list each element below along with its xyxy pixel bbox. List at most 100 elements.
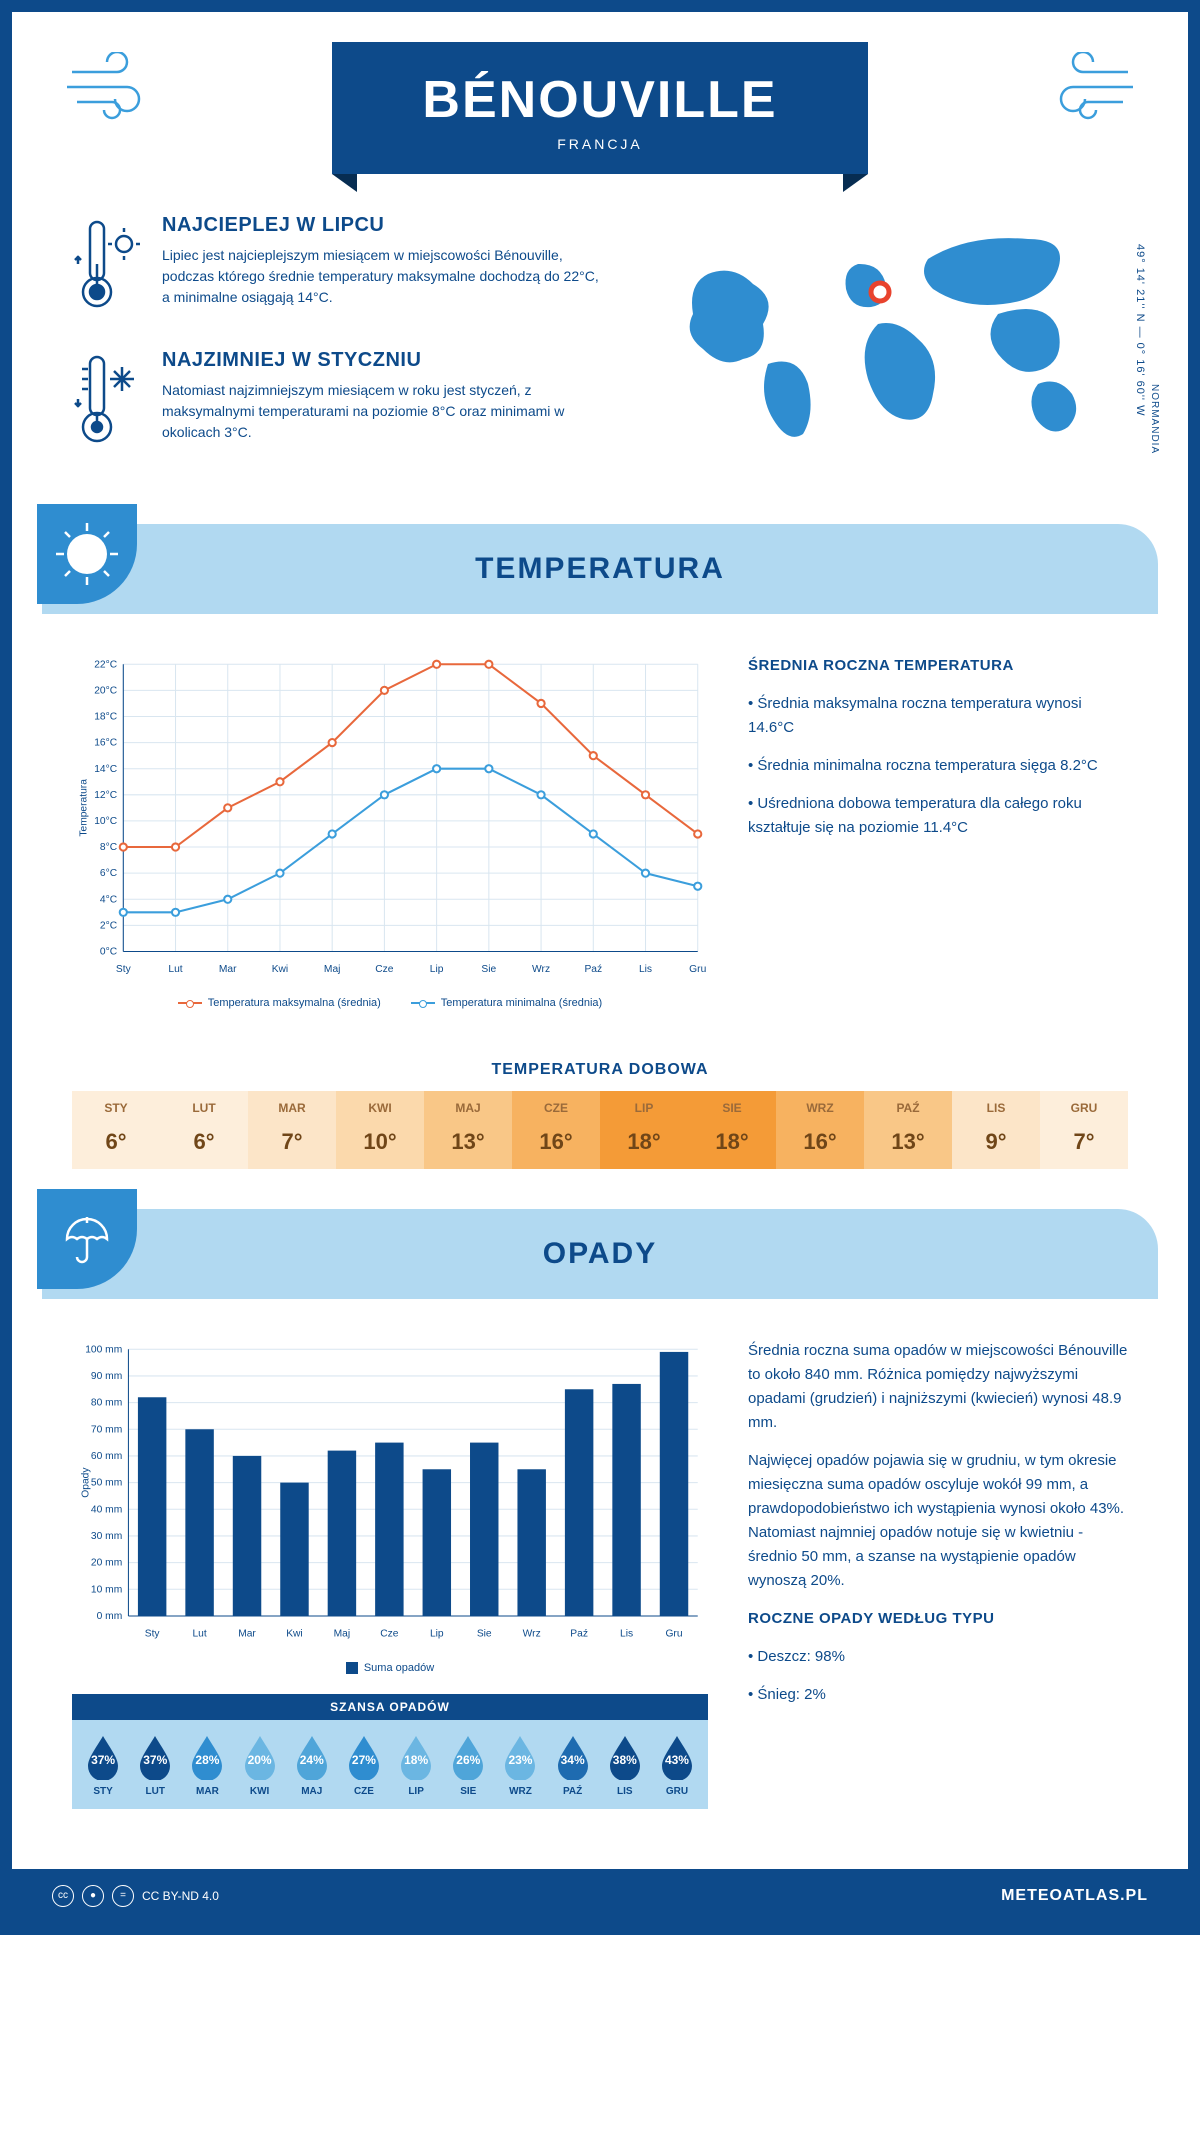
svg-text:10°C: 10°C <box>94 816 118 827</box>
svg-text:Paź: Paź <box>584 964 602 975</box>
rain-drop-cell: 23% WRZ <box>495 1732 545 1797</box>
dob-month: MAR <box>248 1101 336 1115</box>
rain-body: 0 mm10 mm20 mm30 mm40 mm50 mm60 mm70 mm8… <box>12 1299 1188 1869</box>
rain-drop-month: WRZ <box>495 1786 545 1797</box>
rain-drop-value: 37% <box>91 1753 115 1767</box>
rain-drop-cell: 34% PAŹ <box>548 1732 598 1797</box>
wind-icon-left <box>62 52 152 132</box>
rain-drop-value: 23% <box>508 1753 532 1767</box>
raindrop-icon: 43% <box>658 1732 696 1780</box>
dob-month: KWI <box>336 1101 424 1115</box>
svg-text:14°C: 14°C <box>94 764 118 775</box>
svg-text:Cze: Cze <box>375 964 394 975</box>
dob-value: 18° <box>688 1129 776 1155</box>
temp-band: TEMPERATURA <box>42 524 1158 614</box>
svg-text:Kwi: Kwi <box>286 1629 303 1640</box>
dob-cell: LIS9° <box>952 1091 1040 1169</box>
rain-drop-month: KWI <box>235 1786 285 1797</box>
intro-left: NAJCIEPLEJ W LIPCU Lipiec jest najcieple… <box>72 214 608 484</box>
coldest-text: NAJZIMNIEJ W STYCZNIU Natomiast najzimni… <box>162 349 608 454</box>
rain-drop-month: PAŹ <box>548 1786 598 1797</box>
map-area: 49° 14' 21'' N — 0° 16' 60'' W NORMANDIA <box>648 214 1128 484</box>
dobowa-title: TEMPERATURA DOBOWA <box>12 1049 1188 1091</box>
rain-drop-month: LUT <box>130 1786 180 1797</box>
raindrop-icon: 26% <box>449 1732 487 1780</box>
raindrop-icon: 34% <box>554 1732 592 1780</box>
dob-cell: GRU7° <box>1040 1091 1128 1169</box>
svg-text:10 mm: 10 mm <box>91 1585 122 1596</box>
svg-text:80 mm: 80 mm <box>91 1398 122 1409</box>
dob-month: WRZ <box>776 1101 864 1115</box>
dob-month: CZE <box>512 1101 600 1115</box>
rain-drop-cell: 26% SIE <box>443 1732 493 1797</box>
hottest-text: NAJCIEPLEJ W LIPCU Lipiec jest najcieple… <box>162 214 608 319</box>
rain-side-p1: Średnia roczna suma opadów w miejscowośc… <box>748 1339 1128 1435</box>
rain-drop-value: 20% <box>248 1753 272 1767</box>
svg-text:50 mm: 50 mm <box>91 1478 122 1489</box>
rain-drop-value: 26% <box>456 1753 480 1767</box>
legend-max-label: Temperatura maksymalna (średnia) <box>208 997 381 1009</box>
dob-cell: KWI 10° <box>336 1091 424 1169</box>
dob-value: 13° <box>424 1129 512 1155</box>
svg-text:Lip: Lip <box>430 964 444 975</box>
rain-title: OPADY <box>42 1237 1158 1271</box>
site-name: METEOATLAS.PL <box>1001 1887 1148 1905</box>
dob-month: PAŹ <box>864 1101 952 1115</box>
svg-text:Maj: Maj <box>334 1629 351 1640</box>
rain-type-b1: • Deszcz: 98% <box>748 1645 1128 1669</box>
dob-cell: CZE 16° <box>512 1091 600 1169</box>
country-name: FRANCJA <box>422 136 777 152</box>
legend-rain: Suma opadów <box>346 1662 434 1674</box>
temp-side-b1: • Średnia maksymalna roczna temperatura … <box>748 692 1128 740</box>
svg-text:100 mm: 100 mm <box>85 1345 122 1356</box>
temp-side-b2: • Średnia minimalna roczna temperatura s… <box>748 754 1128 778</box>
svg-text:Cze: Cze <box>380 1629 399 1640</box>
legend-min-label: Temperatura minimalna (średnia) <box>441 997 602 1009</box>
rain-drop-month: LIP <box>391 1786 441 1797</box>
svg-text:0 mm: 0 mm <box>97 1611 123 1622</box>
dob-month: LIS <box>952 1101 1040 1115</box>
rain-drop-cell: 24%MAJ <box>287 1732 337 1797</box>
dob-value: 6° <box>160 1129 248 1155</box>
svg-text:2°C: 2°C <box>100 920 118 931</box>
svg-text:22°C: 22°C <box>94 659 118 670</box>
dob-value: 7° <box>248 1129 336 1155</box>
dob-month: LUT <box>160 1101 248 1115</box>
svg-text:Wrz: Wrz <box>523 1629 541 1640</box>
city-name: BÉNOUVILLE <box>422 70 777 130</box>
dob-value: 16° <box>512 1129 600 1155</box>
svg-text:8°C: 8°C <box>100 842 118 853</box>
rain-drop-cell: 18%LIP <box>391 1732 441 1797</box>
svg-text:Lut: Lut <box>192 1629 206 1640</box>
temp-side-b3: • Uśredniona dobowa temperatura dla całe… <box>748 792 1128 840</box>
dob-cell: LUT 6° <box>160 1091 248 1169</box>
header-ribbon: BÉNOUVILLE FRANCJA <box>332 42 867 174</box>
rain-drop-value: 37% <box>143 1753 167 1767</box>
svg-text:Lip: Lip <box>430 1629 444 1640</box>
svg-text:Lis: Lis <box>639 964 652 975</box>
coldest-body: Natomiast najzimniejszym miesiącem w rok… <box>162 380 608 443</box>
rain-drop-cell: 37%STY <box>78 1732 128 1797</box>
intro-section: NAJCIEPLEJ W LIPCU Lipiec jest najcieple… <box>12 214 1188 524</box>
dob-cell: LIP18° <box>600 1091 688 1169</box>
dob-month: LIP <box>600 1101 688 1115</box>
dob-value: 16° <box>776 1129 864 1155</box>
rain-drop-month: SIE <box>443 1786 493 1797</box>
rain-drop-cell: 38%LIS <box>600 1732 650 1797</box>
legend-rain-label: Suma opadów <box>364 1662 434 1674</box>
rain-side-p2: Najwięcej opadów pojawia się w grudniu, … <box>748 1449 1128 1593</box>
dob-value: 6° <box>72 1129 160 1155</box>
region: NORMANDIA <box>1149 384 1160 454</box>
temp-side: ŚREDNIA ROCZNA TEMPERATURA • Średnia mak… <box>748 654 1128 1009</box>
dob-value: 10° <box>336 1129 424 1155</box>
svg-text:90 mm: 90 mm <box>91 1371 122 1382</box>
svg-text:Lis: Lis <box>620 1629 633 1640</box>
svg-text:Gru: Gru <box>665 1629 682 1640</box>
rain-chart-area: 0 mm10 mm20 mm30 mm40 mm50 mm60 mm70 mm8… <box>72 1339 708 1829</box>
rain-drop-month: GRU <box>652 1786 702 1797</box>
nd-icon: = <box>112 1885 134 1907</box>
svg-text:16°C: 16°C <box>94 738 118 749</box>
thermometer-hot-icon <box>72 214 142 319</box>
rain-drop-month: CZE <box>339 1786 389 1797</box>
raindrop-icon: 24% <box>293 1732 331 1780</box>
